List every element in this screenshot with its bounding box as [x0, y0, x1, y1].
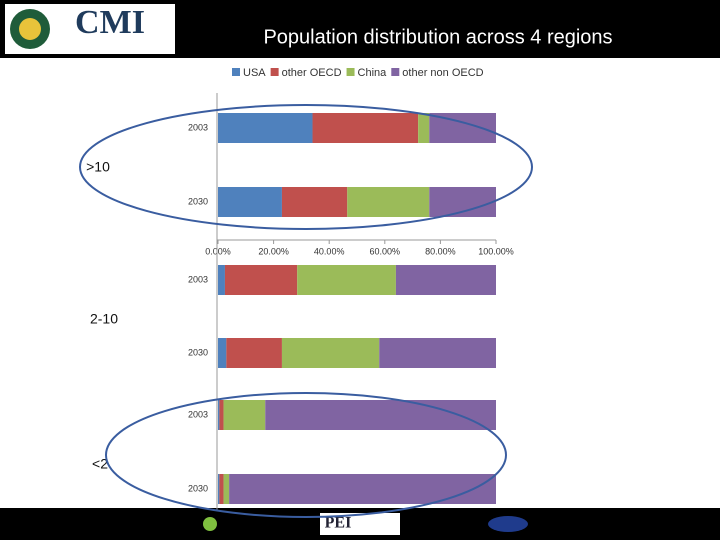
bar-segment [312, 113, 419, 143]
x-tick-label: 100.00% [478, 246, 514, 256]
bar-segment [418, 113, 430, 143]
bar-segment [281, 187, 348, 217]
group-label: <2 [92, 456, 108, 472]
footer-logo-text: PEI [325, 515, 352, 532]
x-tick-label: 0.00% [205, 246, 231, 256]
legend-swatch [346, 68, 355, 76]
category-label: 2030 [188, 483, 208, 493]
group-label: 2-10 [90, 311, 118, 327]
bar-segment [218, 338, 227, 368]
bar-segment [223, 474, 230, 504]
group-label: >10 [86, 159, 110, 175]
slide-title: Population distribution across 4 regions [263, 26, 612, 48]
legend-swatch [391, 68, 400, 76]
footer-logo-box [320, 513, 400, 535]
x-tick-label: 80.00% [425, 246, 456, 256]
bar-segment [281, 338, 380, 368]
logo-sun [19, 18, 41, 40]
charts: USA other OECD China other non OECD >10 2003 2… [86, 67, 514, 510]
highlight-ellipse [79, 104, 533, 230]
legend-label: USA [243, 67, 266, 79]
legend-label: other OECD [282, 67, 342, 79]
bar-segment [218, 474, 220, 504]
category-label: 2003 [188, 274, 208, 284]
category-label: 2003 [188, 409, 208, 419]
logo-text: CMI [75, 4, 145, 41]
legend-label: China [358, 67, 388, 79]
bar-segment [379, 338, 496, 368]
category-label: 2003 [188, 122, 208, 132]
bar-segment [226, 338, 282, 368]
bar-segment [219, 474, 224, 504]
x-tick-label: 60.00% [370, 246, 401, 256]
x-tick-label: 20.00% [258, 246, 289, 256]
footer-logo-bp [203, 517, 217, 531]
bar-segment [218, 187, 282, 217]
bar-segment [297, 265, 396, 295]
legend-swatch [232, 68, 240, 76]
footer-logo-ford [488, 516, 528, 532]
legend-swatch [270, 68, 279, 76]
category-label: 2030 [188, 196, 208, 206]
x-tick-label: 40.00% [314, 246, 345, 256]
bar-segment [224, 265, 298, 295]
legend-label: other non OECD [402, 67, 483, 79]
bar-segment [219, 400, 224, 430]
bar-segment [218, 113, 313, 143]
bar-segment [395, 265, 496, 295]
category-label: 2030 [188, 347, 208, 357]
bar-segment [347, 187, 430, 217]
bar-segment [218, 400, 220, 430]
bar-segment [223, 400, 266, 430]
bar-segment [229, 474, 496, 504]
highlight-ellipse [105, 392, 507, 518]
bar-segment [218, 265, 225, 295]
